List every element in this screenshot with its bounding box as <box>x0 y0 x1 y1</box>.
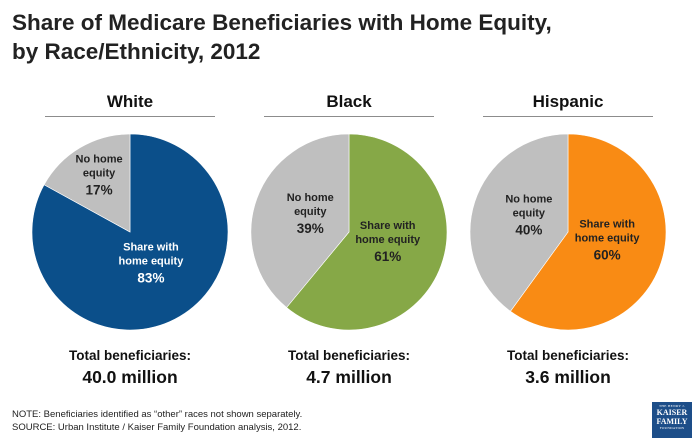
logo-line-4: FOUNDATION <box>659 426 685 430</box>
total-label-hispanic: Total beneficiaries: <box>506 348 630 363</box>
pie-category-label: No home <box>76 154 123 166</box>
pie-label-black-no-equity: No home equity 39% <box>287 192 334 236</box>
pie-slice-black-no-equity <box>250 133 350 308</box>
pie-label-black-with-equity: Share with home equity 61% <box>355 220 421 264</box>
total-value-hispanic: 3.6 million <box>525 367 611 387</box>
panel-white: White Share with home equity 83% No home equ… <box>30 88 230 394</box>
pie-value-label: 61% <box>374 249 401 264</box>
logo-line-1: THE HENRY J. <box>658 404 686 408</box>
pie-slice-white-with-equity <box>31 133 229 331</box>
footer-source: SOURCE: Urban Institute / Kaiser Family … <box>12 421 302 433</box>
pie-category-label: home equity <box>575 233 641 245</box>
chart-title: Share of Medicare Beneficiaries with Hom… <box>12 8 612 66</box>
pie-value-label: 40% <box>515 222 542 237</box>
pie-label-white-with-equity: Share with home equity 83% <box>119 241 185 285</box>
pie-category-label: Share with <box>579 219 635 231</box>
pie-category-label: Share with <box>123 241 179 253</box>
pie-label-hispanic-with-equity: Share with home equity 60% <box>575 219 641 263</box>
pie-value-label: 39% <box>297 221 324 236</box>
logo-line-2: KAISER <box>656 408 688 417</box>
pie-category-label: Share with <box>360 220 416 232</box>
pie-chart-white: Share with home equity 83% No home equity 17% <box>31 133 229 331</box>
pie-value-label: 60% <box>594 248 621 263</box>
panel-hispanic: Hispanic Share with home equity 60% No home… <box>468 88 668 394</box>
panel-black: Black Share with home equity 61% No home equ… <box>249 88 449 394</box>
pie-slice-white-no-equity <box>43 133 131 233</box>
panel-title-white: White <box>45 88 215 117</box>
kff-logo: THE HENRY J. KAISER FAMILY FOUNDATION <box>652 402 692 438</box>
pie-category-label: equity <box>294 206 327 218</box>
pie-slice-black-with-equity <box>286 133 448 331</box>
footer-notes: NOTE: Beneficiaries identified as “other… <box>12 409 302 434</box>
total-value-white: 40.0 million <box>82 367 178 387</box>
pie-slice-hispanic-no-equity <box>469 133 569 312</box>
pie-value-label: 83% <box>137 270 164 285</box>
pie-category-label: No home <box>505 193 552 205</box>
pie-slice-hispanic-with-equity <box>509 133 667 331</box>
pie-label-hispanic-no-equity: No home equity 40% <box>505 193 552 237</box>
panel-title-hispanic: Hispanic <box>483 88 653 117</box>
pie-category-label: home equity <box>119 255 185 267</box>
title-line-1: Share of Medicare Beneficiaries with Hom… <box>12 10 552 35</box>
logo-line-3: FAMILY <box>656 417 688 426</box>
footer-note: NOTE: Beneficiaries identified as “other… <box>12 409 303 420</box>
total-label-black: Total beneficiaries: <box>287 348 411 363</box>
panel-title-black: Black <box>264 88 434 117</box>
total-label-white: Total beneficiaries: <box>68 348 192 363</box>
pie-category-label: No home <box>287 192 334 204</box>
total-value-black: 4.7 million <box>306 367 392 387</box>
pie-category-label: equity <box>513 207 546 219</box>
pie-category-label: home equity <box>355 234 421 246</box>
pie-value-label: 17% <box>86 183 113 198</box>
pie-label-white-no-equity: No home equity 17% <box>76 154 123 198</box>
pie-chart-hispanic: Share with home equity 60% No home equity 40% <box>469 133 667 331</box>
title-line-2: by Race/Ethnicity, 2012 <box>12 39 261 64</box>
pie-chart-black: Share with home equity 61% No home equity 39% <box>250 133 448 331</box>
pie-category-label: equity <box>83 168 116 180</box>
